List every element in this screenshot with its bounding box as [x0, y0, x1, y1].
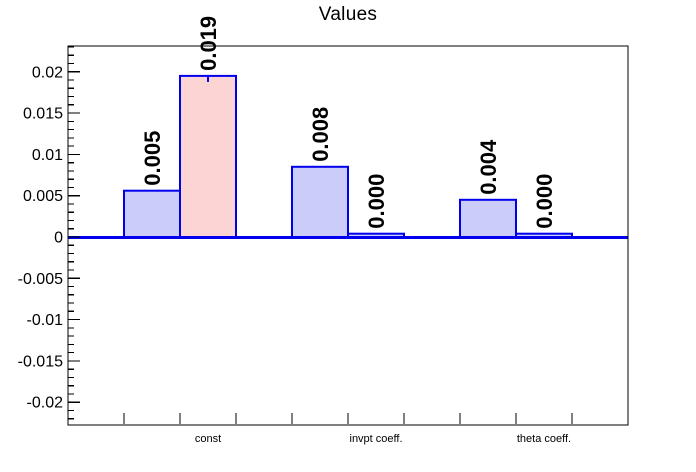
plot-frame: [67, 45, 629, 426]
y-axis-tick-label: -0.005: [18, 271, 63, 288]
bar-value-label: 0.008: [308, 107, 333, 162]
bar-value-label: 0.000: [364, 174, 389, 229]
bar: [123, 189, 181, 239]
bar: [291, 165, 349, 239]
bar-value-label: 0.004: [476, 139, 501, 195]
bar: [179, 74, 237, 240]
y-axis-tick-label: -0.01: [27, 312, 64, 329]
y-axis-tick-label: 0.015: [23, 106, 63, 123]
x-axis-group-label: theta coeff.: [517, 433, 571, 445]
x-axis-group-label: invpt coeff.: [350, 433, 403, 445]
bar-value-label: 0.005: [140, 131, 165, 186]
x-axis-group-label: const: [195, 433, 221, 445]
y-axis-tick-label: -0.015: [18, 353, 63, 370]
y-axis-tick-label: 0.01: [32, 147, 63, 164]
y-axis-tick-label: -0.02: [27, 395, 64, 412]
chart-title: Values: [318, 4, 378, 25]
bar-value-label: 0.019: [196, 16, 221, 71]
bar-value-label: 0.000: [532, 174, 557, 229]
y-axis-tick-label: 0.005: [23, 188, 63, 205]
y-axis-tick-label: 0: [54, 230, 63, 247]
y-axis-tick-label: 0.02: [32, 64, 63, 81]
bar: [459, 198, 517, 240]
